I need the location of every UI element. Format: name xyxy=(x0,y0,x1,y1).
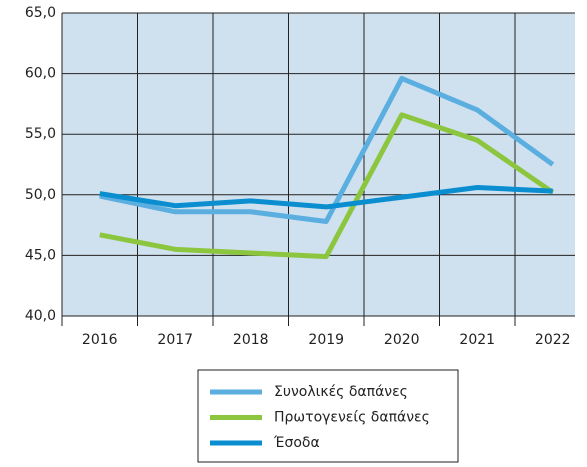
y-tick-label: 55,0 xyxy=(25,126,56,142)
y-tick-label: 65,0 xyxy=(25,5,56,21)
y-tick-label: 45,0 xyxy=(25,247,56,263)
series-line xyxy=(99,185,553,210)
x-tick-label: 2021 xyxy=(459,332,495,348)
x-tick-label: 2022 xyxy=(535,332,571,348)
x-tick-label: 2017 xyxy=(157,332,193,348)
y-tick-label: 60,0 xyxy=(25,66,56,82)
series-line xyxy=(99,75,555,224)
x-tick-label: 2019 xyxy=(308,332,344,348)
x-tick-label: 2016 xyxy=(82,332,118,348)
x-tick-label: 2020 xyxy=(384,332,420,348)
x-tick-label: 2018 xyxy=(233,332,269,348)
y-tick-label: 40,0 xyxy=(25,308,56,324)
plot-area xyxy=(62,13,575,316)
legend-label: Έσοδα xyxy=(273,435,320,451)
legend-label: Πρωτογενείς δαπάνες xyxy=(274,410,430,426)
series-line xyxy=(99,112,555,260)
y-tick-label: 50,0 xyxy=(25,187,56,203)
legend-label: Συνολικές δαπάνες xyxy=(274,384,408,400)
